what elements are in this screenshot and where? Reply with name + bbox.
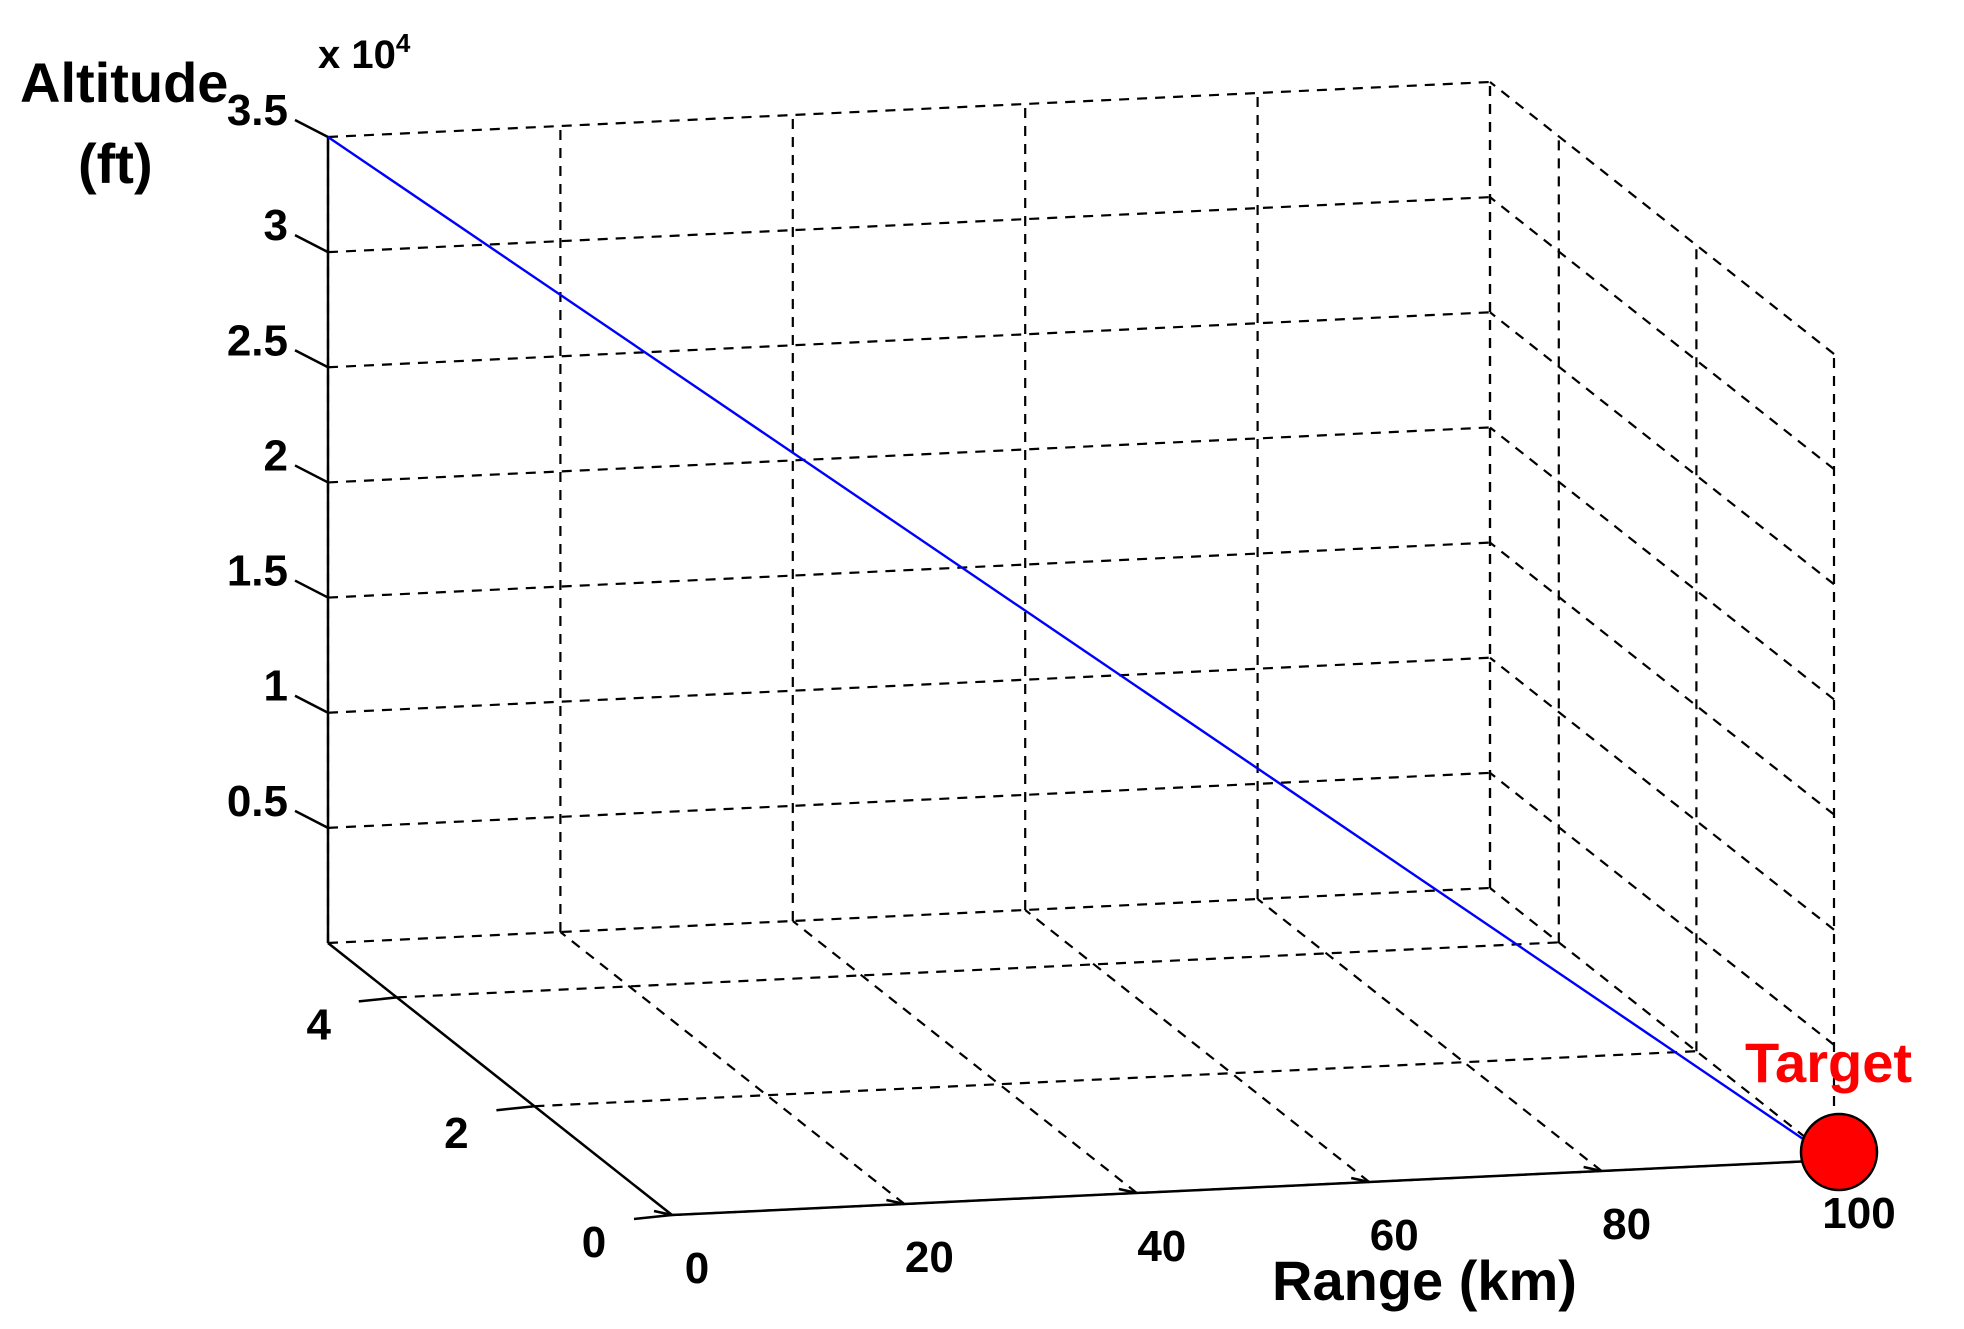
axis-multiplier-base: x 10 [318,33,396,77]
grid-line [1489,426,1835,701]
z-tick-label: 0.5 [227,777,288,826]
grid-line [327,886,1491,945]
x-tick-mark [1583,1165,1602,1173]
grid-line [1489,887,1835,1161]
grid-line [327,541,1491,599]
y-tick-mark [633,1213,673,1221]
grid-line [534,1050,1697,1108]
grid-line [1256,898,1603,1172]
grid-line [1489,771,1835,1046]
tick-labels: 0 20 40 60 80 100 0 2 4 0.5 1 1.5 2 2.5 3 3.5 [227,86,1896,1293]
y-tick-mark [358,996,397,1003]
grid-line [1489,81,1835,355]
grid-line [1024,909,1370,1183]
grid-line [396,941,1559,999]
grid-line [792,920,1138,1194]
x-tick-label: 60 [1370,1211,1419,1260]
z-tick-mark [294,694,329,714]
grid-line [1489,311,1835,586]
x-tick-label: 100 [1822,1189,1895,1238]
grid-line [327,196,1491,254]
grid-lines [326,80,1836,1217]
x-tick-label: 0 [685,1244,709,1293]
grid-line [1489,196,1835,471]
target-marker [1799,1112,1879,1192]
y-axis-line [327,942,673,1216]
axis-lines [294,118,1835,1221]
grid-line [327,771,1491,829]
x-tick-mark [886,1198,905,1206]
z-tick-mark [294,464,329,484]
x-axis-line [671,1158,1835,1217]
grid-line [1489,541,1835,816]
target-label: Target [1745,1031,1912,1094]
axis-multiplier-exponent: 4 [396,28,411,58]
z-tick-mark [294,809,329,829]
z-tick-label: 2 [264,431,288,480]
axis-multiplier: x 104 [318,28,411,77]
y-tick-label: 2 [444,1109,468,1158]
y-tick-label: 4 [307,1000,332,1049]
z-tick-label: 1.5 [227,547,288,596]
grid-line [327,426,1491,484]
x-tick-label: 20 [905,1233,954,1282]
z-tick-mark [294,579,329,599]
z-tick-label: 3.5 [227,86,288,135]
trajectory-line [327,136,1835,1161]
z-axis-title-line2: (ft) [78,132,153,195]
grid-line [327,80,1491,139]
z-axis-title-line1: Altitude [20,51,228,114]
grid-line [559,931,906,1205]
y-tick-mark [496,1104,535,1112]
z-tick-mark [294,118,329,139]
grid-line [327,311,1491,369]
x-tick-label: 40 [1137,1222,1186,1271]
y-tick-label: 0 [582,1218,606,1267]
x-tick-mark [1350,1176,1370,1184]
x-axis-title: Range (km) [1272,1249,1577,1312]
grid-line [1489,656,1835,931]
z-tick-label: 3 [264,201,288,250]
x-tick-mark [1118,1187,1138,1195]
z-tick-mark [294,234,329,254]
series-layer [327,136,1879,1192]
z-tick-mark [294,349,329,369]
z-tick-label: 2.5 [227,316,288,365]
grid-line [327,656,1491,714]
x-tick-label: 80 [1602,1200,1651,1249]
z-tick-label: 1 [264,662,288,711]
